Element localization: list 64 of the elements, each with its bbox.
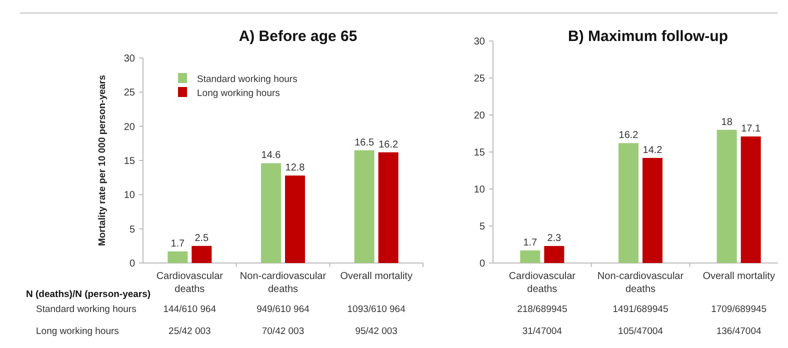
x-tick-label: Overall mortality — [702, 271, 775, 282]
data-label: 17.1 — [741, 123, 761, 134]
legend-label: Long working hours — [197, 88, 280, 99]
y-tick-label: 0 — [479, 258, 486, 270]
y-tick-label: 5 — [479, 222, 486, 232]
y-tick-label: 25 — [124, 88, 136, 99]
text: 218/689945 — [517, 304, 568, 315]
bar — [740, 136, 761, 263]
data-label: 16.5 — [354, 137, 374, 148]
bar — [168, 251, 188, 263]
text: 31/47004 — [522, 326, 562, 337]
x-tick-label: Non-cardiovascular deaths — [240, 271, 327, 295]
y-tick-label: 30 — [124, 54, 136, 64]
data-label: 1.7 — [523, 237, 538, 248]
text: 1093/610 964 — [347, 304, 406, 315]
y-tick-label: 15 — [124, 156, 136, 167]
legend-label: Standard working hours — [197, 74, 298, 85]
bar — [285, 176, 305, 263]
bar — [642, 158, 662, 263]
y-tick-label: 10 — [474, 184, 486, 196]
y-tick-label: 15 — [474, 148, 486, 158]
y-tick-label: 0 — [129, 258, 136, 270]
chart-title: B) Maximum follow-up — [568, 28, 728, 45]
y-tick-label: 20 — [124, 122, 136, 133]
text: N (deaths)/N (person-years) — [26, 289, 151, 300]
y-tick-label: 5 — [129, 224, 136, 236]
data-label: 12.8 — [285, 162, 306, 174]
text: 136/47004 — [716, 326, 762, 337]
bar — [378, 152, 398, 263]
data-label: 16.2 — [618, 130, 639, 142]
data-label: 16.2 — [378, 139, 398, 150]
text: 1709/689945 — [711, 304, 767, 315]
y-tick-label: 10 — [124, 190, 136, 202]
text: 144/610 964 — [163, 304, 216, 315]
x-tick-label: Overall mortality — [340, 271, 412, 282]
x-tick-label: Non-cardiovascular deaths — [597, 271, 684, 295]
y-tick-label: 25 — [474, 74, 486, 84]
data-label: 1.7 — [170, 238, 186, 250]
bar — [354, 150, 374, 263]
y-axis-title: Mortality rate per 10 000 person-years — [97, 74, 108, 246]
y-tick-label: 30 — [474, 36, 486, 48]
data-label: 2.3 — [547, 232, 562, 244]
data-label: 14.2 — [642, 144, 663, 156]
text: 25/42 003 — [168, 326, 211, 337]
bar — [520, 250, 540, 263]
x-tick-label: Cardiovascular deaths — [156, 271, 224, 295]
text: 1491/689945 — [612, 304, 668, 315]
data-label: 14.6 — [261, 150, 282, 162]
chart-title: A) Before age 65 — [238, 28, 358, 45]
x-tick-label: Cardiovascular deaths — [508, 271, 576, 295]
data-label: 18 — [721, 116, 733, 128]
text: 95/42 003 — [355, 326, 398, 337]
text: 105/47004 — [618, 326, 663, 337]
text: 70/42 003 — [262, 326, 304, 337]
bar — [716, 130, 737, 263]
text: Standard working hours — [36, 304, 137, 315]
data-label: 2.5 — [194, 232, 210, 244]
y-tick-label: 20 — [474, 110, 486, 122]
bar — [192, 246, 212, 263]
bar — [544, 246, 564, 263]
bar — [261, 163, 281, 263]
bar — [618, 143, 638, 263]
text: Long working hours — [36, 326, 120, 337]
text: 949/610 964 — [256, 304, 310, 315]
